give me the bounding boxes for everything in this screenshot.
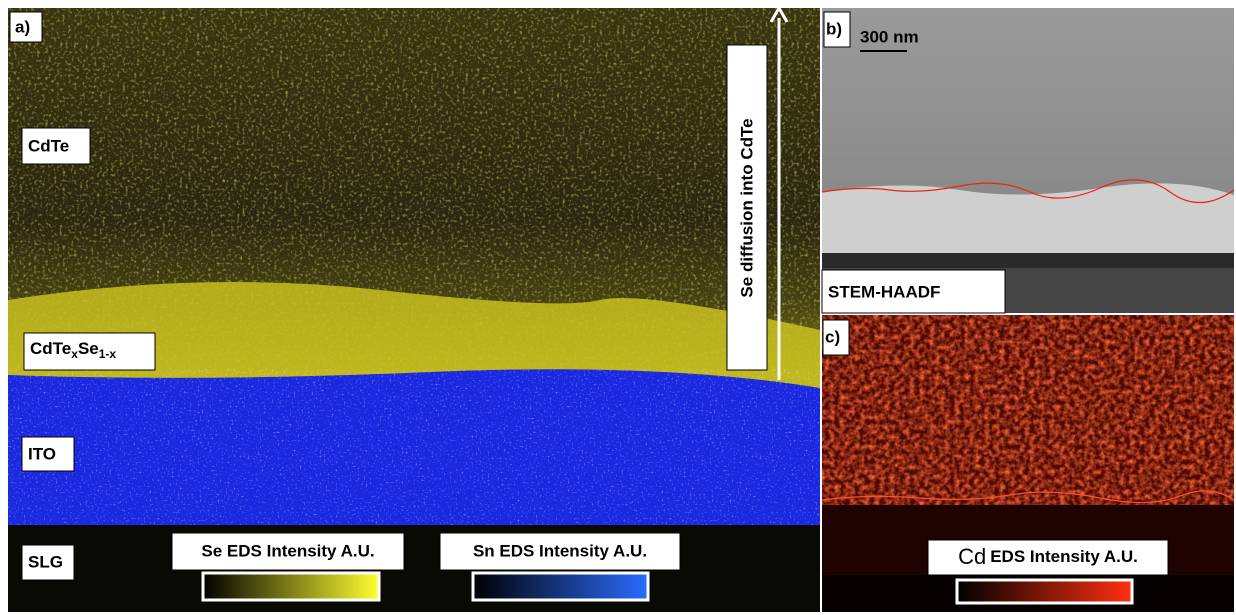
text: Se bbox=[78, 339, 99, 358]
ito-speckle bbox=[8, 369, 820, 530]
label-box bbox=[439, 532, 681, 571]
caption: STEM-HAADF bbox=[828, 282, 940, 301]
ito-layer bbox=[822, 183, 1234, 255]
boundary-line bbox=[821, 490, 1235, 504]
subscript: x bbox=[71, 347, 78, 361]
text: CdTe bbox=[30, 339, 71, 358]
layer-label: CdTe bbox=[28, 136, 69, 155]
layer-label: CdTexSe1-x bbox=[30, 339, 116, 361]
colorbar-label: Sn EDS Intensity A.U. bbox=[473, 541, 647, 560]
element: Cd bbox=[958, 544, 986, 569]
label-box bbox=[21, 544, 75, 581]
label-box bbox=[21, 436, 75, 472]
label-box bbox=[823, 11, 851, 48]
cd-speckle bbox=[822, 315, 1234, 505]
label-box bbox=[21, 127, 91, 165]
colorbar bbox=[955, 578, 1134, 605]
arrow-head bbox=[769, 4, 789, 23]
layer-label: SLG bbox=[28, 552, 63, 571]
label-box bbox=[822, 319, 850, 356]
text: EDS Intensity A.U. bbox=[990, 547, 1138, 566]
arrow-label: Se diffusion into CdTe bbox=[737, 118, 756, 297]
label-box bbox=[821, 269, 1006, 314]
scale-bar-label: 300 nm bbox=[860, 27, 919, 46]
panel-b-image bbox=[821, 8, 1235, 313]
cdtese-band bbox=[8, 282, 820, 395]
colorbar bbox=[201, 571, 381, 602]
layer-label: ITO bbox=[28, 444, 56, 463]
arrow-label-box bbox=[726, 44, 768, 371]
panel-label: a) bbox=[15, 17, 30, 36]
panel-label: c) bbox=[825, 327, 840, 346]
colorbar bbox=[471, 571, 650, 602]
label-box bbox=[9, 11, 43, 43]
interface-layer bbox=[822, 253, 1234, 268]
panel-label: b) bbox=[826, 19, 842, 38]
colorbar-label: Cd EDS Intensity A.U. bbox=[958, 544, 1138, 569]
panel-a-image bbox=[8, 8, 820, 612]
colorbar-label: Se EDS Intensity A.U. bbox=[201, 541, 374, 560]
label-box bbox=[23, 332, 156, 371]
label-box bbox=[171, 532, 405, 571]
slg-region bbox=[8, 525, 820, 612]
boundary-line bbox=[821, 179, 1235, 204]
subscript: 1-x bbox=[99, 347, 117, 361]
label-box bbox=[927, 539, 1169, 576]
